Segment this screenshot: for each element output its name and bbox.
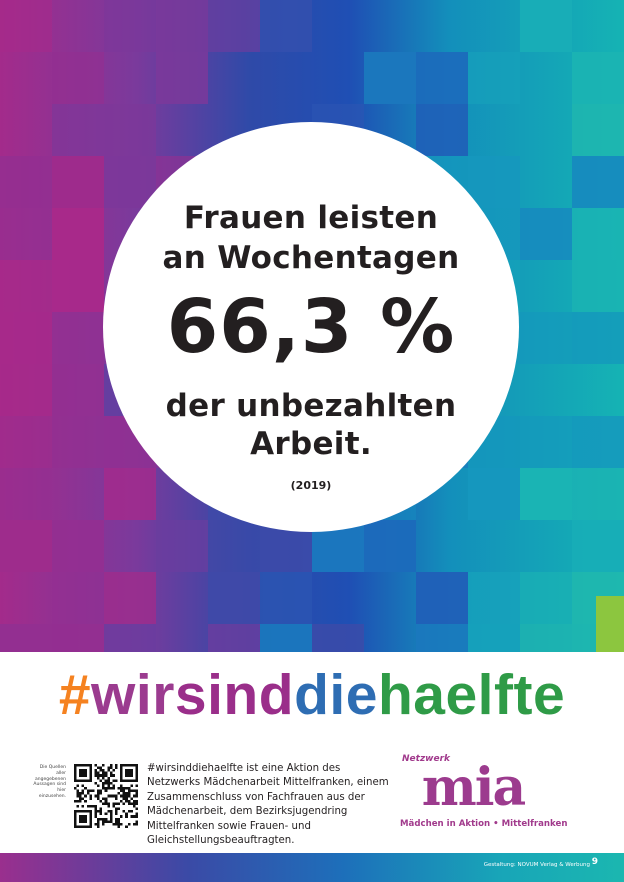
logo-top-label: Netzwerk [402,754,451,764]
mosaic-tile [52,624,104,652]
mosaic-tile [0,0,52,52]
mosaic-tile [416,104,468,156]
mosaic-tile [520,0,572,52]
mosaic-tile [208,520,260,572]
mosaic-tile [52,312,104,364]
mosaic-tile [52,208,104,260]
mosaic-tile [52,156,104,208]
mosaic-tile [52,52,104,104]
mosaic-tile [208,624,260,652]
mosaic-tile [520,312,572,364]
mosaic-tile [156,0,208,52]
hashtag-word-sind: sind [174,663,295,727]
mosaic-tile [156,520,208,572]
mosaic-tile [520,572,572,624]
mosaic-tile [52,520,104,572]
mosaic-tile-green [596,596,624,652]
mosaic-tile [208,0,260,52]
mosaic-tile [364,520,416,572]
mosaic-tile [572,312,624,364]
mosaic-tile [52,104,104,156]
mosaic-tile [52,260,104,312]
mosaic-tile [0,468,52,520]
mosaic-tile [208,572,260,624]
mosaic-tile [572,156,624,208]
mosaic-tile [364,52,416,104]
mosaic-tile [0,208,52,260]
mosaic-tile [0,624,52,652]
logo-name: mia [421,757,526,818]
mosaic-tile [468,468,520,520]
mosaic-tile [104,104,156,156]
mosaic-tile [572,208,624,260]
mosaic-tile [0,416,52,468]
mosaic-tile [572,104,624,156]
mosaic-tile [260,0,312,52]
mosaic-tile [416,624,468,652]
mosaic-tile [468,572,520,624]
statement-year: (2019) [290,479,332,492]
mosaic-tile [156,52,208,104]
hashtag-word-die: die [294,663,378,727]
logo-bottom-label: Mädchen in Aktion • Mittelfranken [400,819,568,829]
mosaic-tile [104,468,156,520]
qr-code[interactable] [74,764,138,828]
mosaic-tile [572,520,624,572]
page-number: 9 [591,857,598,867]
mosaic-tile [0,156,52,208]
hashtag-word-haelfte: haelfte [377,663,566,727]
statement-circle: Frauen leisten an Wochentagen 66,3 % der… [103,122,519,532]
mosaic-tile [520,416,572,468]
mosaic-tile [468,624,520,652]
mosaic-tile [572,416,624,468]
mosaic-tile [520,624,572,652]
hashtag-word-wir: wir [91,663,175,727]
mosaic-tile [520,208,572,260]
statement-line-2: an Wochentagen [162,240,460,276]
mosaic-tile [520,468,572,520]
mosaic-tile [312,624,364,652]
mosaic-tile [0,312,52,364]
sources-note: Die Quellen aller angegebenen Aussagen s… [33,765,66,799]
mosaic-tile [260,572,312,624]
mosaic-tile [52,572,104,624]
mosaic-tile [572,260,624,312]
statement-line-4: Arbeit. [250,426,372,462]
mosaic-tile [104,572,156,624]
footer-mosaic-strip [0,853,624,882]
hashtag-title: #wirsinddiehaelfte [0,662,624,728]
mosaic-tile [416,572,468,624]
mosaic-tile [104,624,156,652]
hashtag-symbol: # [58,663,92,727]
mosaic-tile [260,624,312,652]
mia-logo: Netzwerk mia Mädchen in Aktion • Mittelf… [399,754,567,832]
statement-line-1: Frauen leisten [183,200,439,236]
campaign-description: #wirsinddiehaelfte ist eine Aktion des N… [147,763,389,847]
statement-percentage: 66,3 % [166,284,456,370]
mosaic-tile [52,416,104,468]
mosaic-tile [0,520,52,572]
mosaic-tile [468,52,520,104]
mosaic-tile [572,468,624,520]
mosaic-tile [572,52,624,104]
mosaic-tile [52,364,104,416]
mosaic-tile [468,156,520,208]
mosaic-tile [0,364,52,416]
mosaic-tile [416,52,468,104]
design-credit: Gestaltung: NOVUM Verlag & Werbung [483,862,590,868]
statement-line-3: der unbezahlten [165,388,457,424]
mosaic-tile [0,260,52,312]
mosaic-tile [104,0,156,52]
